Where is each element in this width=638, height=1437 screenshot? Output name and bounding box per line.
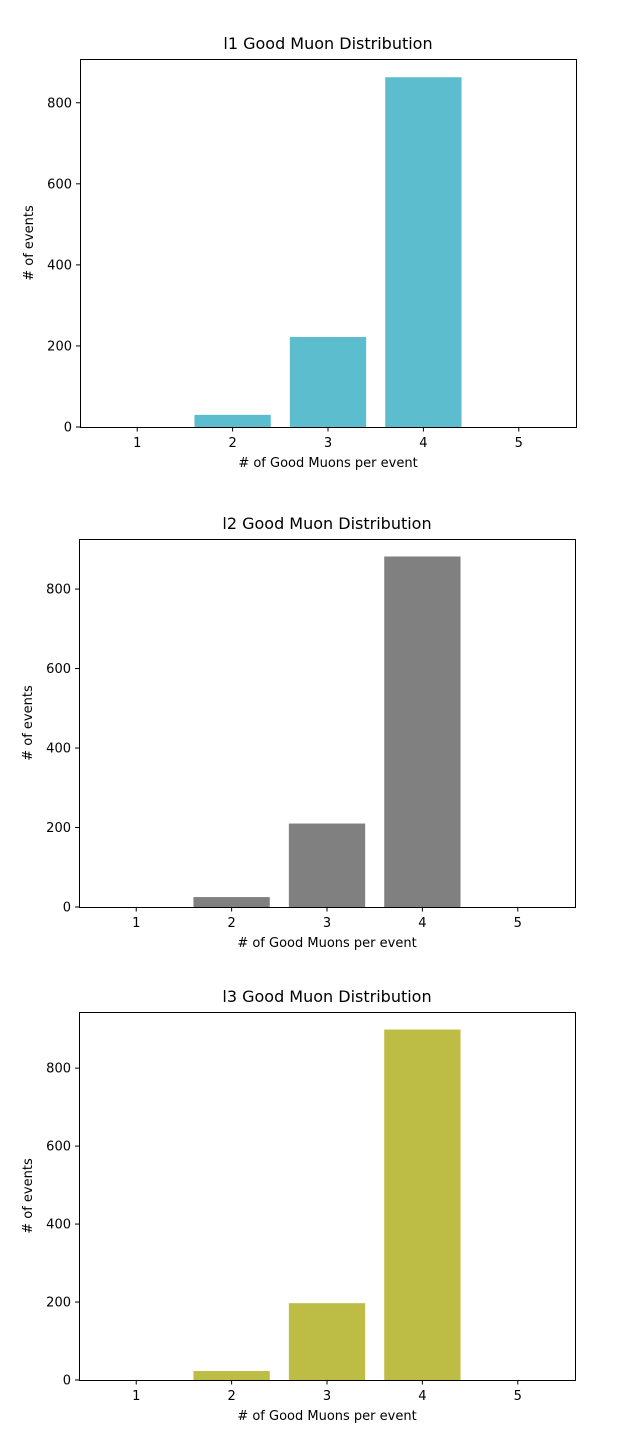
x-axis-label: # of Good Muons per event (237, 936, 416, 951)
y-tick-label: 600 (47, 177, 72, 192)
x-tick-label: 3 (324, 436, 332, 451)
y-axis-label: # of events (22, 205, 37, 281)
x-tick-label: 3 (323, 916, 331, 931)
y-tick-label: 800 (46, 1062, 71, 1077)
bar-2 (193, 1371, 270, 1380)
x-tick-label: 1 (132, 1389, 140, 1404)
y-tick-label: 200 (47, 339, 72, 354)
y-tick-label: 400 (46, 742, 71, 757)
x-tick-label: 1 (132, 916, 140, 931)
bar-3 (289, 337, 367, 427)
chart-panel-3: 1 2 3 4 5 0 200 400 600 800 l3 Good Muon Distribut… (21, 987, 576, 1424)
bar-3 (288, 823, 366, 907)
chart-panel-1: 1 2 3 4 5 0 200 400 600 800 l1 Good Muon Distribut… (22, 34, 577, 471)
x-tick-label: 1 (133, 436, 141, 451)
bar-4 (384, 1029, 461, 1380)
chart-title: l2 Good Muon Distribution (222, 514, 431, 533)
y-tick-label: 200 (46, 821, 71, 836)
bar-4 (385, 77, 462, 428)
x-tick-label: 4 (418, 916, 426, 931)
y-axis-label: # of events (21, 1158, 36, 1234)
bar-2 (193, 897, 270, 907)
y-tick-label: 600 (46, 662, 71, 677)
bar-4 (384, 556, 461, 907)
y-tick-label: 400 (47, 258, 72, 273)
y-tick-label: 0 (63, 901, 71, 916)
chart-title: l3 Good Muon Distribution (222, 987, 431, 1006)
bar-2 (194, 414, 271, 427)
x-tick-label: 2 (227, 1389, 235, 1404)
x-axis-label: # of Good Muons per event (238, 456, 417, 471)
x-tick-label: 5 (515, 436, 523, 451)
x-tick-label: 5 (514, 1389, 522, 1404)
bar-3 (288, 1303, 366, 1380)
y-tick-label: 0 (63, 1374, 71, 1389)
x-tick-label: 3 (323, 1389, 331, 1404)
chart-title: l1 Good Muon Distribution (223, 34, 432, 53)
x-axis-label: # of Good Muons per event (237, 1409, 416, 1424)
y-tick-label: 800 (47, 96, 72, 111)
y-tick-label: 800 (46, 583, 71, 598)
y-tick-label: 200 (46, 1296, 71, 1311)
x-tick-label: 2 (228, 436, 236, 451)
y-tick-label: 400 (46, 1218, 71, 1233)
x-tick-label: 2 (227, 916, 235, 931)
y-axis-label: # of events (21, 685, 36, 761)
x-tick-label: 4 (419, 436, 427, 451)
y-tick-label: 0 (64, 421, 72, 436)
chart-panel-2: 1 2 3 4 5 0 200 400 600 800 l2 Good Muon Distribut… (21, 514, 576, 951)
x-tick-label: 5 (514, 916, 522, 931)
y-tick-label: 600 (46, 1140, 71, 1155)
x-tick-label: 4 (418, 1389, 426, 1404)
